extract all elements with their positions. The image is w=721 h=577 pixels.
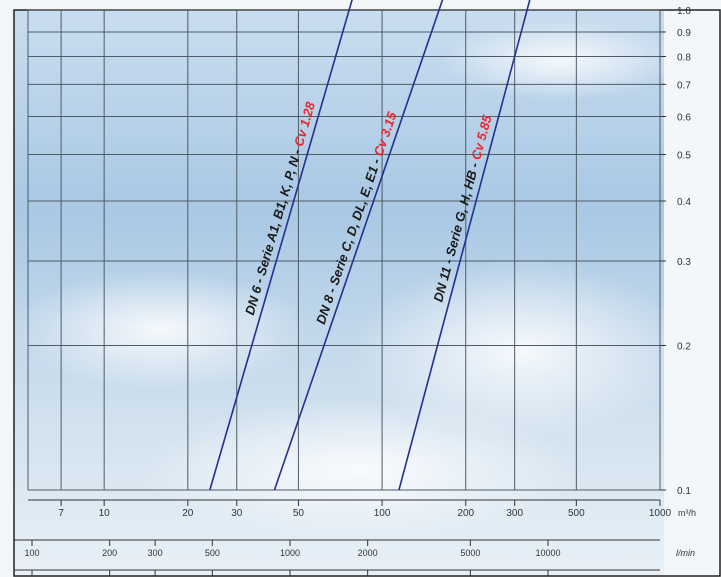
y-tick-label: 0.1 — [677, 486, 691, 497]
y-tick-label: 0.6 — [677, 112, 691, 123]
y-axis-margin — [664, 10, 721, 577]
x2-tick-label: 500 — [205, 548, 220, 558]
x2-tick-label: 5000 — [460, 548, 480, 558]
cloud-shape — [140, 400, 580, 540]
x-tick-label: 10 — [99, 508, 111, 519]
y-tick-label: 0.9 — [677, 28, 691, 39]
cloud-shape — [10, 270, 310, 390]
x2-tick-label: 100 — [24, 548, 39, 558]
cloud-shape — [440, 20, 680, 100]
x-tick-label: 50 — [293, 508, 305, 519]
x2-tick-label: 200 — [102, 548, 117, 558]
x-tick-label: 100 — [374, 508, 391, 519]
y-tick-label: 1.0 — [677, 6, 691, 17]
y-tick-label: 0.8 — [677, 53, 691, 64]
cloud-shape — [350, 260, 690, 440]
x-tick-label: 20 — [182, 508, 194, 519]
x2-tick-label: 300 — [148, 548, 163, 558]
y-tick-label: 0.4 — [677, 197, 691, 208]
x-tick-label: 30 — [231, 508, 243, 519]
x-tick-label: 7 — [58, 508, 64, 519]
x-axis-secondary-unit: l/min — [676, 548, 695, 558]
x2-tick-label: 10000 — [535, 548, 560, 558]
y-tick-label: 0.7 — [677, 80, 691, 91]
y-tick-label: 0.3 — [677, 257, 691, 268]
series-line — [398, 0, 531, 490]
series-line — [273, 0, 444, 490]
x-tick-label: 1000 — [649, 508, 672, 519]
x-axis-primary-unit: m³/h — [678, 508, 696, 518]
x2-tick-label: 1000 — [280, 548, 300, 558]
y-tick-label: 0.2 — [677, 342, 691, 353]
x-tick-label: 300 — [506, 508, 523, 519]
x-tick-label: 500 — [568, 508, 585, 519]
x-tick-label: 200 — [457, 508, 474, 519]
y-tick-label: 0.5 — [677, 150, 691, 161]
series-line — [209, 0, 353, 490]
x2-tick-label: 2000 — [358, 548, 378, 558]
